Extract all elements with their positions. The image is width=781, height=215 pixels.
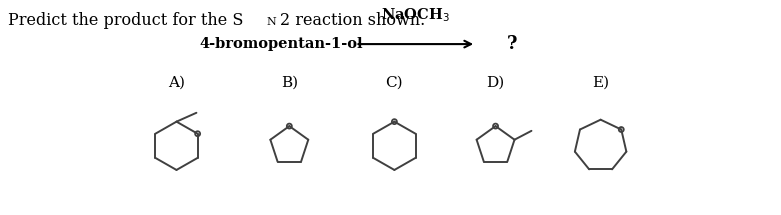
Text: C): C) [386,75,403,89]
Text: 2 reaction shown.: 2 reaction shown. [280,12,426,29]
Text: D): D) [487,75,505,89]
Text: ?: ? [507,35,518,53]
Text: E): E) [592,75,609,89]
Text: NaOCH$_3$: NaOCH$_3$ [381,6,450,24]
Text: B): B) [280,75,298,89]
Text: A): A) [168,75,185,89]
Text: 4-bromopentan-1-ol: 4-bromopentan-1-ol [200,37,363,51]
Text: Predict the product for the S: Predict the product for the S [9,12,244,29]
Text: N: N [266,17,276,28]
